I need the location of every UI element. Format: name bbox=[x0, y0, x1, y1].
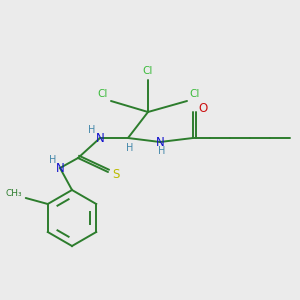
Text: N: N bbox=[56, 161, 64, 175]
Text: Cl: Cl bbox=[143, 66, 153, 76]
Text: Cl: Cl bbox=[98, 89, 108, 99]
Text: H: H bbox=[126, 143, 134, 153]
Text: H: H bbox=[49, 155, 57, 165]
Text: Cl: Cl bbox=[190, 89, 200, 99]
Text: O: O bbox=[198, 101, 208, 115]
Text: S: S bbox=[112, 167, 120, 181]
Text: N: N bbox=[96, 131, 104, 145]
Text: N: N bbox=[156, 136, 164, 148]
Text: H: H bbox=[158, 146, 166, 156]
Text: CH₃: CH₃ bbox=[5, 188, 22, 197]
Text: H: H bbox=[88, 125, 96, 135]
